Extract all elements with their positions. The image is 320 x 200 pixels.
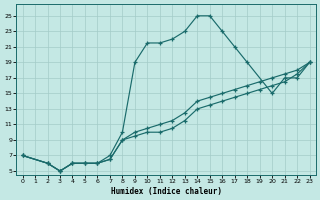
X-axis label: Humidex (Indice chaleur): Humidex (Indice chaleur) bbox=[111, 187, 221, 196]
